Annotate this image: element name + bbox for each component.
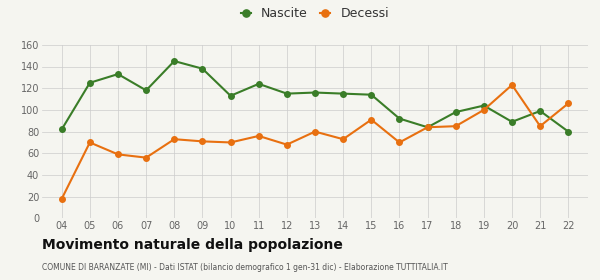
Nascite: [199, 67, 206, 70]
Decessi: [115, 153, 122, 156]
Decessi: [424, 125, 431, 129]
Nascite: [283, 92, 290, 95]
Line: Nascite: Nascite: [59, 58, 571, 134]
Nascite: [58, 128, 65, 131]
Nascite: [368, 93, 375, 96]
Nascite: [340, 92, 347, 95]
Decessi: [58, 197, 65, 200]
Decessi: [480, 108, 487, 112]
Nascite: [255, 82, 262, 86]
Decessi: [565, 102, 572, 105]
Nascite: [396, 117, 403, 120]
Decessi: [508, 83, 515, 87]
Decessi: [311, 130, 319, 133]
Nascite: [143, 89, 150, 92]
Decessi: [396, 141, 403, 144]
Decessi: [143, 156, 150, 159]
Nascite: [565, 130, 572, 133]
Nascite: [536, 109, 544, 113]
Decessi: [283, 143, 290, 146]
Nascite: [170, 59, 178, 63]
Nascite: [311, 91, 319, 94]
Decessi: [255, 134, 262, 138]
Nascite: [452, 110, 460, 114]
Decessi: [368, 118, 375, 121]
Nascite: [115, 73, 122, 76]
Nascite: [424, 125, 431, 129]
Decessi: [452, 125, 460, 128]
Decessi: [340, 137, 347, 141]
Text: Movimento naturale della popolazione: Movimento naturale della popolazione: [42, 238, 343, 252]
Decessi: [536, 125, 544, 128]
Legend: Nascite, Decessi: Nascite, Decessi: [236, 3, 394, 25]
Nascite: [480, 104, 487, 107]
Nascite: [227, 94, 234, 97]
Nascite: [86, 81, 94, 85]
Decessi: [199, 140, 206, 143]
Decessi: [170, 137, 178, 141]
Decessi: [86, 141, 94, 144]
Line: Decessi: Decessi: [59, 82, 571, 202]
Text: COMUNE DI BARANZATE (MI) - Dati ISTAT (bilancio demografico 1 gen-31 dic) - Elab: COMUNE DI BARANZATE (MI) - Dati ISTAT (b…: [42, 263, 448, 272]
Decessi: [227, 141, 234, 144]
Nascite: [508, 120, 515, 123]
